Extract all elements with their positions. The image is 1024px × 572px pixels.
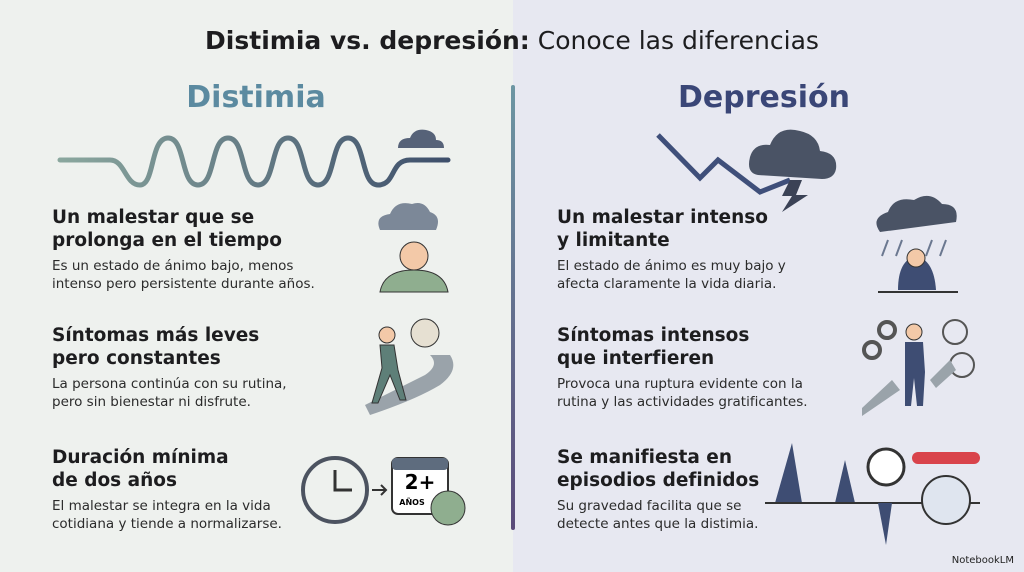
title-line: y limitante: [557, 230, 670, 251]
person-body: [379, 269, 449, 293]
standing-head: [905, 323, 923, 341]
title-line: Un malestar que se: [52, 207, 255, 228]
sitting-head: [906, 248, 926, 268]
calendar-unit: AÑOS: [399, 497, 425, 507]
neutral-face: [410, 318, 440, 348]
title-line: pero constantes: [52, 348, 221, 369]
standing-body: [905, 342, 925, 406]
walker-head: [378, 326, 396, 344]
item-text: Su gravedad facilita que se detecte antes…: [557, 497, 887, 533]
cloud-icon: [378, 203, 438, 230]
title-line: episodios definidos: [557, 470, 760, 491]
calendar-number: 2+: [405, 470, 436, 494]
doctor: [921, 475, 971, 525]
text-line: La persona continúa con su rutina,: [52, 376, 287, 392]
text-line: El estado de ánimo es muy bajo y: [557, 258, 786, 274]
person-head: [399, 241, 429, 271]
title-line: Duración mínima: [52, 447, 229, 468]
calendar-top: [392, 458, 448, 470]
person-badge: [430, 490, 466, 526]
item-text: Provoca una ruptura evidente con la rutin…: [557, 375, 887, 411]
rain: [881, 239, 947, 257]
clock-hands: [333, 470, 352, 492]
info-item: Síntomas intensos que interfieren Provoca …: [557, 324, 887, 411]
left-heading: Distimia: [186, 80, 326, 115]
item-text: La persona continúa con su rutina, pero s…: [52, 375, 382, 411]
text-line: El malestar se integra en la vida: [52, 498, 271, 514]
text-line: Provoca una ruptura evidente con la: [557, 376, 803, 392]
info-item: Un malestar intenso y limitante El estado …: [557, 206, 887, 293]
item-text: Es un estado de ánimo bajo, menos intenso…: [52, 257, 382, 293]
road: [365, 355, 454, 415]
walker-body: [371, 344, 407, 404]
item-title: Un malestar intenso y limitante: [557, 206, 887, 252]
storm-cloud: [749, 129, 837, 179]
alarm-clock: [866, 447, 906, 487]
title: Distimia vs. depresión: Conoce las difer…: [0, 26, 1024, 55]
wave: [57, 135, 451, 188]
item-text: El estado de ánimo es muy bajo y afecta c…: [557, 257, 887, 293]
title-line: Se manifiesta en: [557, 447, 733, 468]
item-title: Síntomas intensos que interfieren: [557, 324, 887, 370]
info-item: Un malestar que se prolonga en el tiempo E…: [52, 206, 382, 293]
title-rest: Conoce las diferencias: [537, 26, 819, 55]
text-line: cotidiana y tiende a normalizarse.: [52, 516, 282, 532]
gear: [877, 320, 897, 340]
title-bold: Distimia vs. depresión:: [205, 26, 530, 55]
gear: [862, 340, 882, 360]
title-line: Síntomas intensos: [557, 325, 750, 346]
item-title: Duración mínima de dos años: [52, 446, 382, 492]
info-item: Síntomas más leves pero constantes La pers…: [52, 324, 382, 411]
info-item: Duración mínima de dos años El malestar se…: [52, 446, 382, 533]
divider: [511, 85, 515, 530]
text-line: afecta claramente la vida diaria.: [557, 276, 777, 292]
right-heading: Depresión: [678, 80, 850, 115]
title-line: Un malestar intenso: [557, 207, 768, 228]
item-text: El malestar se integra en la vida cotidia…: [52, 497, 382, 533]
dip: [878, 503, 892, 545]
item-title: Se manifiesta en episodios definidos: [557, 446, 887, 492]
activity-icon: [942, 319, 968, 345]
item-title: Un malestar que se prolonga en el tiempo: [52, 206, 382, 252]
lightning: [782, 180, 808, 212]
title-line: de dos años: [52, 470, 178, 491]
info-item: Se manifiesta en episodios definidos Su gr…: [557, 446, 887, 533]
text-line: Su gravedad facilita que se: [557, 498, 742, 514]
arrow: [372, 484, 388, 496]
text-line: intenso pero persistente durante años.: [52, 276, 315, 292]
rain-cloud: [876, 195, 957, 232]
activity-icon: [949, 352, 975, 378]
zigzag-arrow: [656, 133, 791, 195]
text-line: Es un estado de ánimo bajo, menos: [52, 258, 294, 274]
brand: NotebookLM: [951, 555, 1014, 566]
peaks: [775, 443, 855, 503]
title-line: prolonga en el tiempo: [52, 230, 282, 251]
title-line: Síntomas más leves: [52, 325, 260, 346]
text-line: rutina y las actividades gratificantes.: [557, 394, 808, 410]
text-line: detecte antes que la distimia.: [557, 516, 759, 532]
text-line: pero sin bienestar ni disfrute.: [52, 394, 251, 410]
item-title: Síntomas más leves pero constantes: [52, 324, 382, 370]
sitting-person: [898, 256, 936, 290]
title-line: que interfieren: [557, 348, 715, 369]
broken-road: [862, 360, 956, 416]
alert-bar: [912, 452, 980, 464]
small-cloud: [398, 129, 444, 148]
